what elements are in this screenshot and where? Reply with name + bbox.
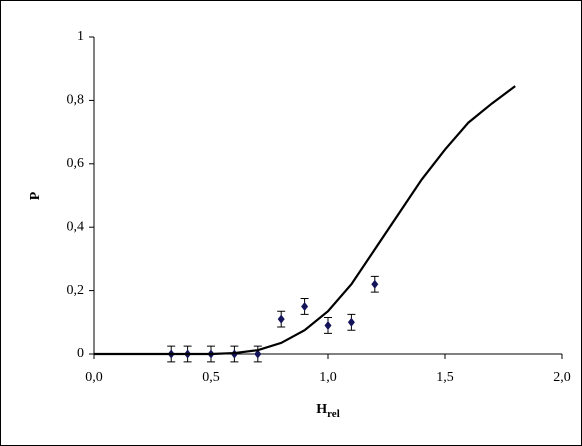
point bbox=[301, 301, 309, 311]
y-axis-label: P bbox=[28, 191, 43, 200]
point bbox=[254, 349, 262, 359]
x-tick-label: 2,0 bbox=[553, 370, 571, 385]
curve bbox=[94, 85, 516, 356]
y-tick-label: 0,2 bbox=[67, 283, 85, 298]
x-tick-label: 0,5 bbox=[202, 370, 220, 385]
y-tick-label: 0,8 bbox=[67, 93, 85, 108]
y-tick-label: 0 bbox=[77, 346, 84, 361]
x-tick-label: 1,5 bbox=[436, 370, 454, 385]
point bbox=[347, 317, 355, 327]
x-tick-label: 1,0 bbox=[319, 370, 337, 385]
x-axis-label: Hrel bbox=[316, 402, 340, 419]
point bbox=[324, 320, 332, 330]
point bbox=[277, 314, 285, 324]
y-tick-label: 1 bbox=[77, 29, 84, 44]
x-axis-label-main: H bbox=[316, 402, 327, 417]
point bbox=[371, 279, 379, 289]
y-tick-label: 0,6 bbox=[67, 156, 85, 171]
x-axis-label-sub: rel bbox=[327, 408, 340, 420]
y-tick-label: 0,4 bbox=[67, 219, 85, 234]
x-tick-label: 0,0 bbox=[85, 370, 103, 385]
